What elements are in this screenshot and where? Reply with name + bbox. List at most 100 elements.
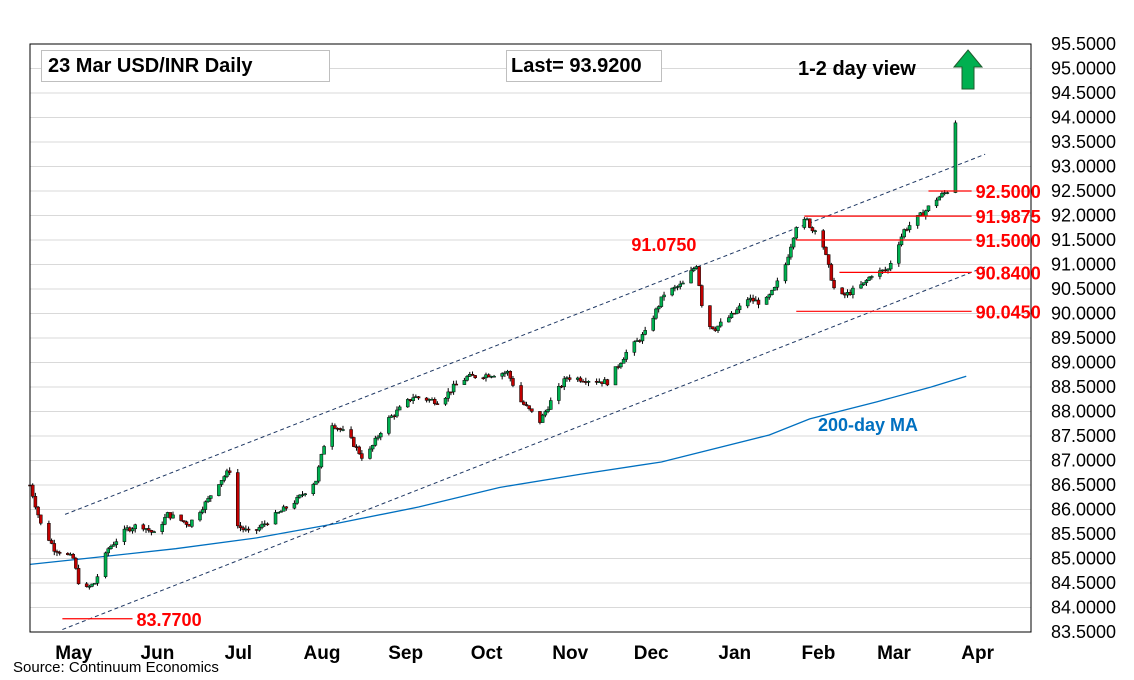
candle-body [735, 309, 739, 314]
candle [225, 468, 229, 479]
candle-body [141, 524, 146, 530]
candle [246, 526, 251, 533]
candle [500, 372, 504, 380]
candle-body [519, 385, 523, 403]
candle [454, 380, 459, 386]
candle-body [826, 254, 831, 265]
candle [861, 282, 866, 287]
candle [718, 318, 723, 328]
candle [55, 549, 59, 557]
candle [756, 297, 761, 309]
candle [691, 266, 696, 273]
candle [209, 495, 213, 502]
x-tick-label: Sep [388, 643, 423, 664]
candle [203, 500, 208, 514]
candle [109, 544, 113, 550]
candle-body [470, 373, 475, 376]
y-tick-label: 92.5000 [1051, 181, 1116, 201]
candle-body [443, 397, 448, 405]
trend-channel [62, 153, 986, 631]
candle-body [710, 326, 715, 330]
candle-body [295, 497, 299, 504]
candle-body [586, 381, 591, 383]
candle [376, 434, 380, 441]
level-label: 92.5000 [976, 182, 1041, 202]
channel-upper-line [64, 153, 986, 515]
candle-body [103, 552, 108, 577]
y-tick-label: 89.5000 [1051, 328, 1116, 348]
candle [281, 504, 286, 512]
candle [772, 286, 777, 291]
candle-body [246, 528, 251, 531]
level-label: 83.7700 [137, 610, 202, 630]
level-label: 90.0450 [976, 302, 1041, 322]
candle [613, 366, 618, 386]
candle-body [276, 512, 280, 514]
candle [832, 277, 836, 290]
candle [486, 373, 491, 378]
candle [114, 538, 119, 549]
candle-body [52, 543, 57, 552]
candle-body [643, 330, 647, 335]
candle-body [47, 523, 51, 541]
candle [764, 296, 769, 305]
candle-body [567, 377, 572, 380]
arrow-up-icon [952, 49, 984, 90]
candle [670, 287, 674, 297]
candle [57, 550, 62, 556]
candle-body [265, 523, 270, 526]
candle-body [824, 246, 828, 255]
candle [867, 276, 871, 281]
candle [751, 294, 755, 304]
y-tick-label: 84.0000 [1051, 598, 1116, 618]
candle-body [209, 495, 213, 499]
candle-body [360, 453, 364, 459]
candle-body [745, 299, 750, 307]
candle-body [500, 373, 504, 377]
candle-body [206, 498, 210, 503]
candle-body [39, 514, 43, 524]
candle-body [492, 375, 496, 378]
candle-body [859, 284, 863, 289]
candle-body [662, 294, 666, 298]
candle [84, 581, 89, 588]
candle [74, 556, 78, 570]
candle [95, 573, 100, 586]
candle [808, 218, 812, 229]
candle-body [678, 283, 682, 287]
candle [675, 285, 680, 291]
candle [826, 254, 831, 268]
gridlines [30, 43, 1031, 633]
y-tick-label: 95.0000 [1051, 59, 1116, 79]
candle-body [503, 372, 507, 375]
candle-body [481, 377, 486, 379]
candles [28, 120, 958, 590]
candle-body [915, 215, 920, 226]
y-tick-label: 83.5000 [1051, 622, 1116, 642]
candle-body [352, 437, 356, 447]
candle-body [451, 383, 456, 393]
candle [360, 450, 364, 461]
candle-body [840, 287, 844, 295]
candle-body [654, 308, 658, 319]
candle [163, 513, 167, 526]
y-tick-label: 87.5000 [1051, 426, 1116, 446]
candle-body [333, 425, 337, 429]
candle-body [57, 552, 62, 554]
candle-body [397, 406, 402, 411]
y-tick-label: 85.5000 [1051, 524, 1116, 544]
candle-body [716, 325, 720, 331]
candle-body [462, 380, 467, 385]
candle-body [821, 230, 825, 248]
y-tick-label: 94.5000 [1051, 83, 1116, 103]
candle-body [675, 286, 680, 288]
candle [149, 529, 154, 536]
y-tick-label: 91.0000 [1051, 255, 1116, 275]
candle-body [284, 506, 289, 509]
candle-body [613, 366, 618, 386]
candle [473, 375, 477, 379]
candle [338, 427, 343, 433]
candle [130, 527, 135, 534]
candle-body [330, 425, 334, 447]
candle [824, 246, 828, 256]
